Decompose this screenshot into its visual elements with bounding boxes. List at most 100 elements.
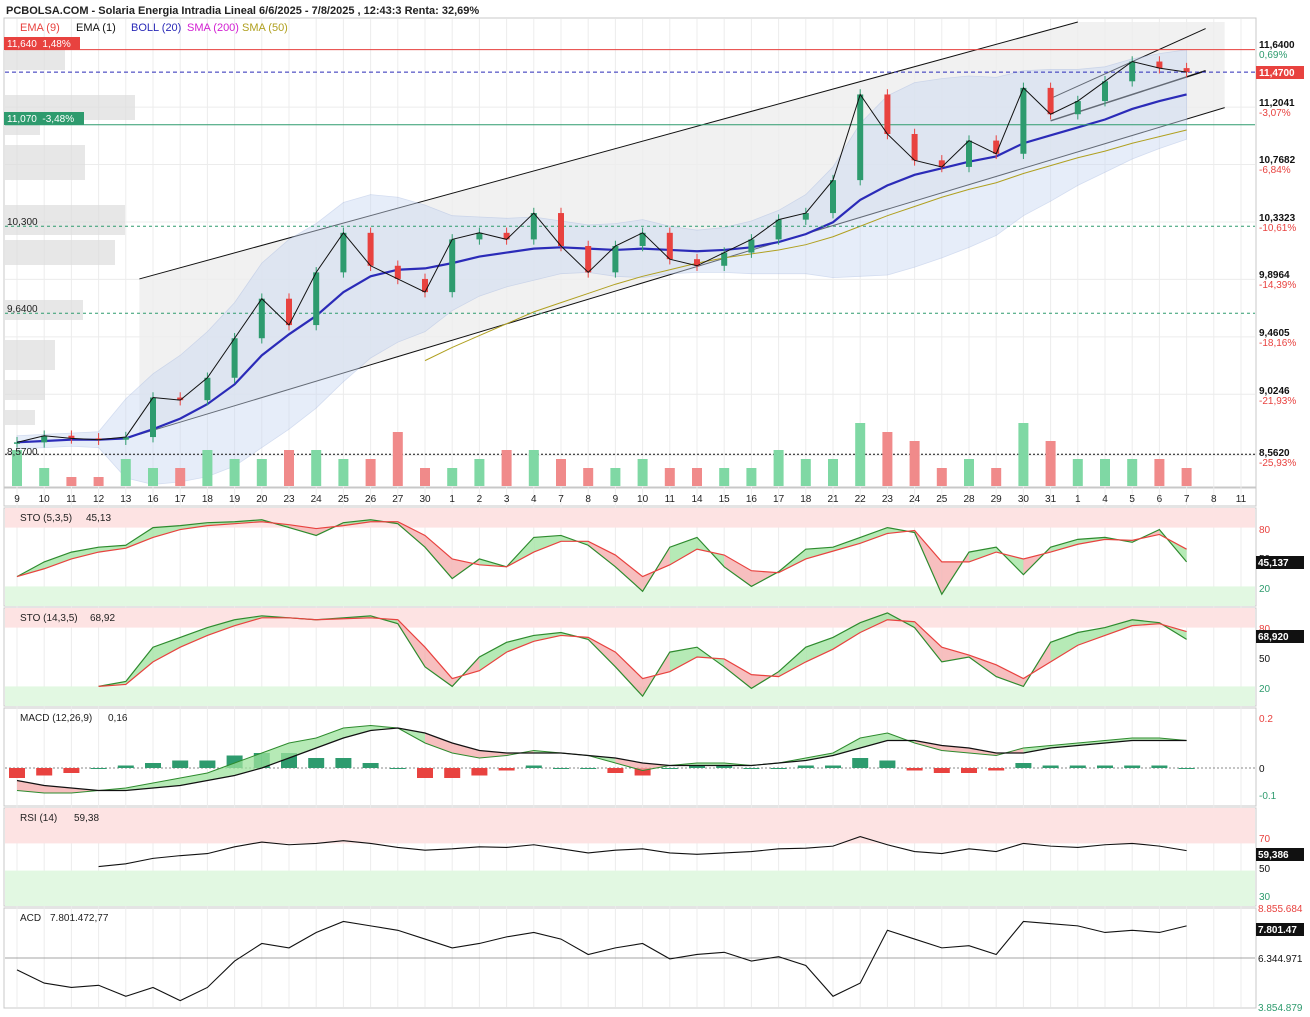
date-tick-0: 9 [14,494,20,505]
price-pct-3: -10,61% [1259,223,1296,234]
date-tick-42: 6 [1157,494,1163,505]
macd-fill-37 [1023,745,1051,753]
candle-body-37 [1020,87,1027,154]
date-tick-27: 16 [746,494,758,505]
volume-profile-bar-4 [5,205,125,235]
date-tick-30: 21 [827,494,839,505]
date-tick-34: 25 [936,494,948,505]
sto14-fill-24 [669,647,697,672]
sto14-fill-28 [778,647,806,677]
volume-bar-22 [610,468,621,486]
candle-body-7 [204,377,211,401]
volume-profile-bar-7 [5,340,55,370]
date-tick-22: 9 [613,494,619,505]
volume-bar-16 [447,468,458,486]
macd-fill-23 [642,763,670,771]
date-tick-45: 11 [1236,494,1247,505]
rsi-line [98,836,1187,868]
candle-body-9 [258,298,265,339]
candle-body-17 [476,232,483,240]
candle-body-16 [449,239,456,293]
candle-body-22 [612,246,619,273]
macd-fill-12 [343,725,371,738]
macd-fill-22 [615,758,643,771]
indicator-series [5,508,1255,1002]
macd-hist-35 [961,768,977,773]
volume-bar-28 [773,450,784,486]
macd-hist-20 [553,768,569,769]
macd-fill-8 [234,753,262,776]
macd-level-top: 0.2 [1259,714,1273,725]
macd-signal-line [16,727,1187,792]
sto5-fill-22 [615,555,643,592]
volume-bar-8 [229,459,240,486]
macd-fill-13 [370,725,398,731]
candle-body-15 [422,278,428,293]
candle-body-19 [530,213,537,240]
volume-bar-11 [311,450,322,486]
price-pct-1: -3,07% [1259,108,1291,119]
volume-bar-31 [855,423,866,486]
date-tick-24: 11 [665,494,676,505]
sto5-value: 45,13 [86,513,111,524]
acd-axis-bottom: 3.854.879 [1258,1003,1303,1012]
candle-body-21 [585,246,592,273]
macd-fill-11 [316,728,344,748]
date-tick-23: 10 [637,494,649,505]
volume-bar-13 [365,459,376,486]
level-8570-label: 8,5700 [7,447,38,458]
candle-body-27 [748,239,755,253]
price-pct-2: -6,84% [1259,165,1291,176]
macd-fill-39 [1077,740,1105,746]
candle-body-13 [367,232,374,266]
macd-fill-30 [833,738,861,756]
acd-axis-top: 8.855.684 [1258,904,1303,915]
level-9640-label: 9,6400 [7,304,38,315]
sto14-level-50: 50 [1259,654,1271,665]
macd-hist-27 [743,768,760,769]
macd-fill-5 [153,778,181,788]
sto14-fill-7 [207,619,235,636]
rsi-level-70: 70 [1259,834,1271,845]
acd-value: 7.801.472,77 [50,913,109,924]
macd-hist-18 [498,768,515,771]
sto5-current-badge [1256,556,1304,569]
date-tick-17: 2 [477,494,483,505]
macd-fill-2 [71,788,99,793]
sto5-fill-24 [669,537,697,565]
sto14-title: STO (14,3,5) [20,613,78,624]
current-price-label: 11,4700 [1259,68,1295,79]
sto14-fill-39 [1077,627,1105,646]
volume-bar-20 [556,459,566,486]
volume-bar-30 [828,459,838,486]
date-tick-15: 30 [419,494,431,505]
sma50-line [424,129,1187,362]
legend-boll: BOLL (20) [131,22,181,34]
macd-hist-31 [852,758,869,768]
volume-bar-43 [1181,468,1192,486]
macd-hist-5 [145,763,161,768]
price-series [14,56,1190,448]
sto14-fill-30 [833,622,861,650]
boll-band-area [16,49,1187,485]
macd-hist-6 [172,760,189,768]
sto5-fill-30 [833,537,861,552]
volume-bar-1 [39,468,50,486]
macd-hist-14 [389,768,406,769]
sto5-fill-38 [1050,539,1078,553]
macd-hist-19 [525,765,542,768]
sto5-k-line [16,519,1188,596]
macd-fill-35 [969,748,997,756]
date-tick-4: 13 [120,494,132,505]
candle-body-25 [694,259,700,266]
macd-hist-33 [906,768,923,771]
close-line [16,60,1187,443]
candle-body-26 [721,252,728,266]
volume-bar-40 [1100,459,1110,486]
date-axis-panel [3,487,1257,507]
channel-lower-line [139,107,1225,435]
macd-title: MACD (12,26,9) [20,713,92,724]
chart-title: PCBOLSA.COM - Solaria Energia Intradia L… [6,5,479,17]
legend-ema9: EMA (9) [20,22,60,34]
volume-bar-26 [719,468,730,486]
